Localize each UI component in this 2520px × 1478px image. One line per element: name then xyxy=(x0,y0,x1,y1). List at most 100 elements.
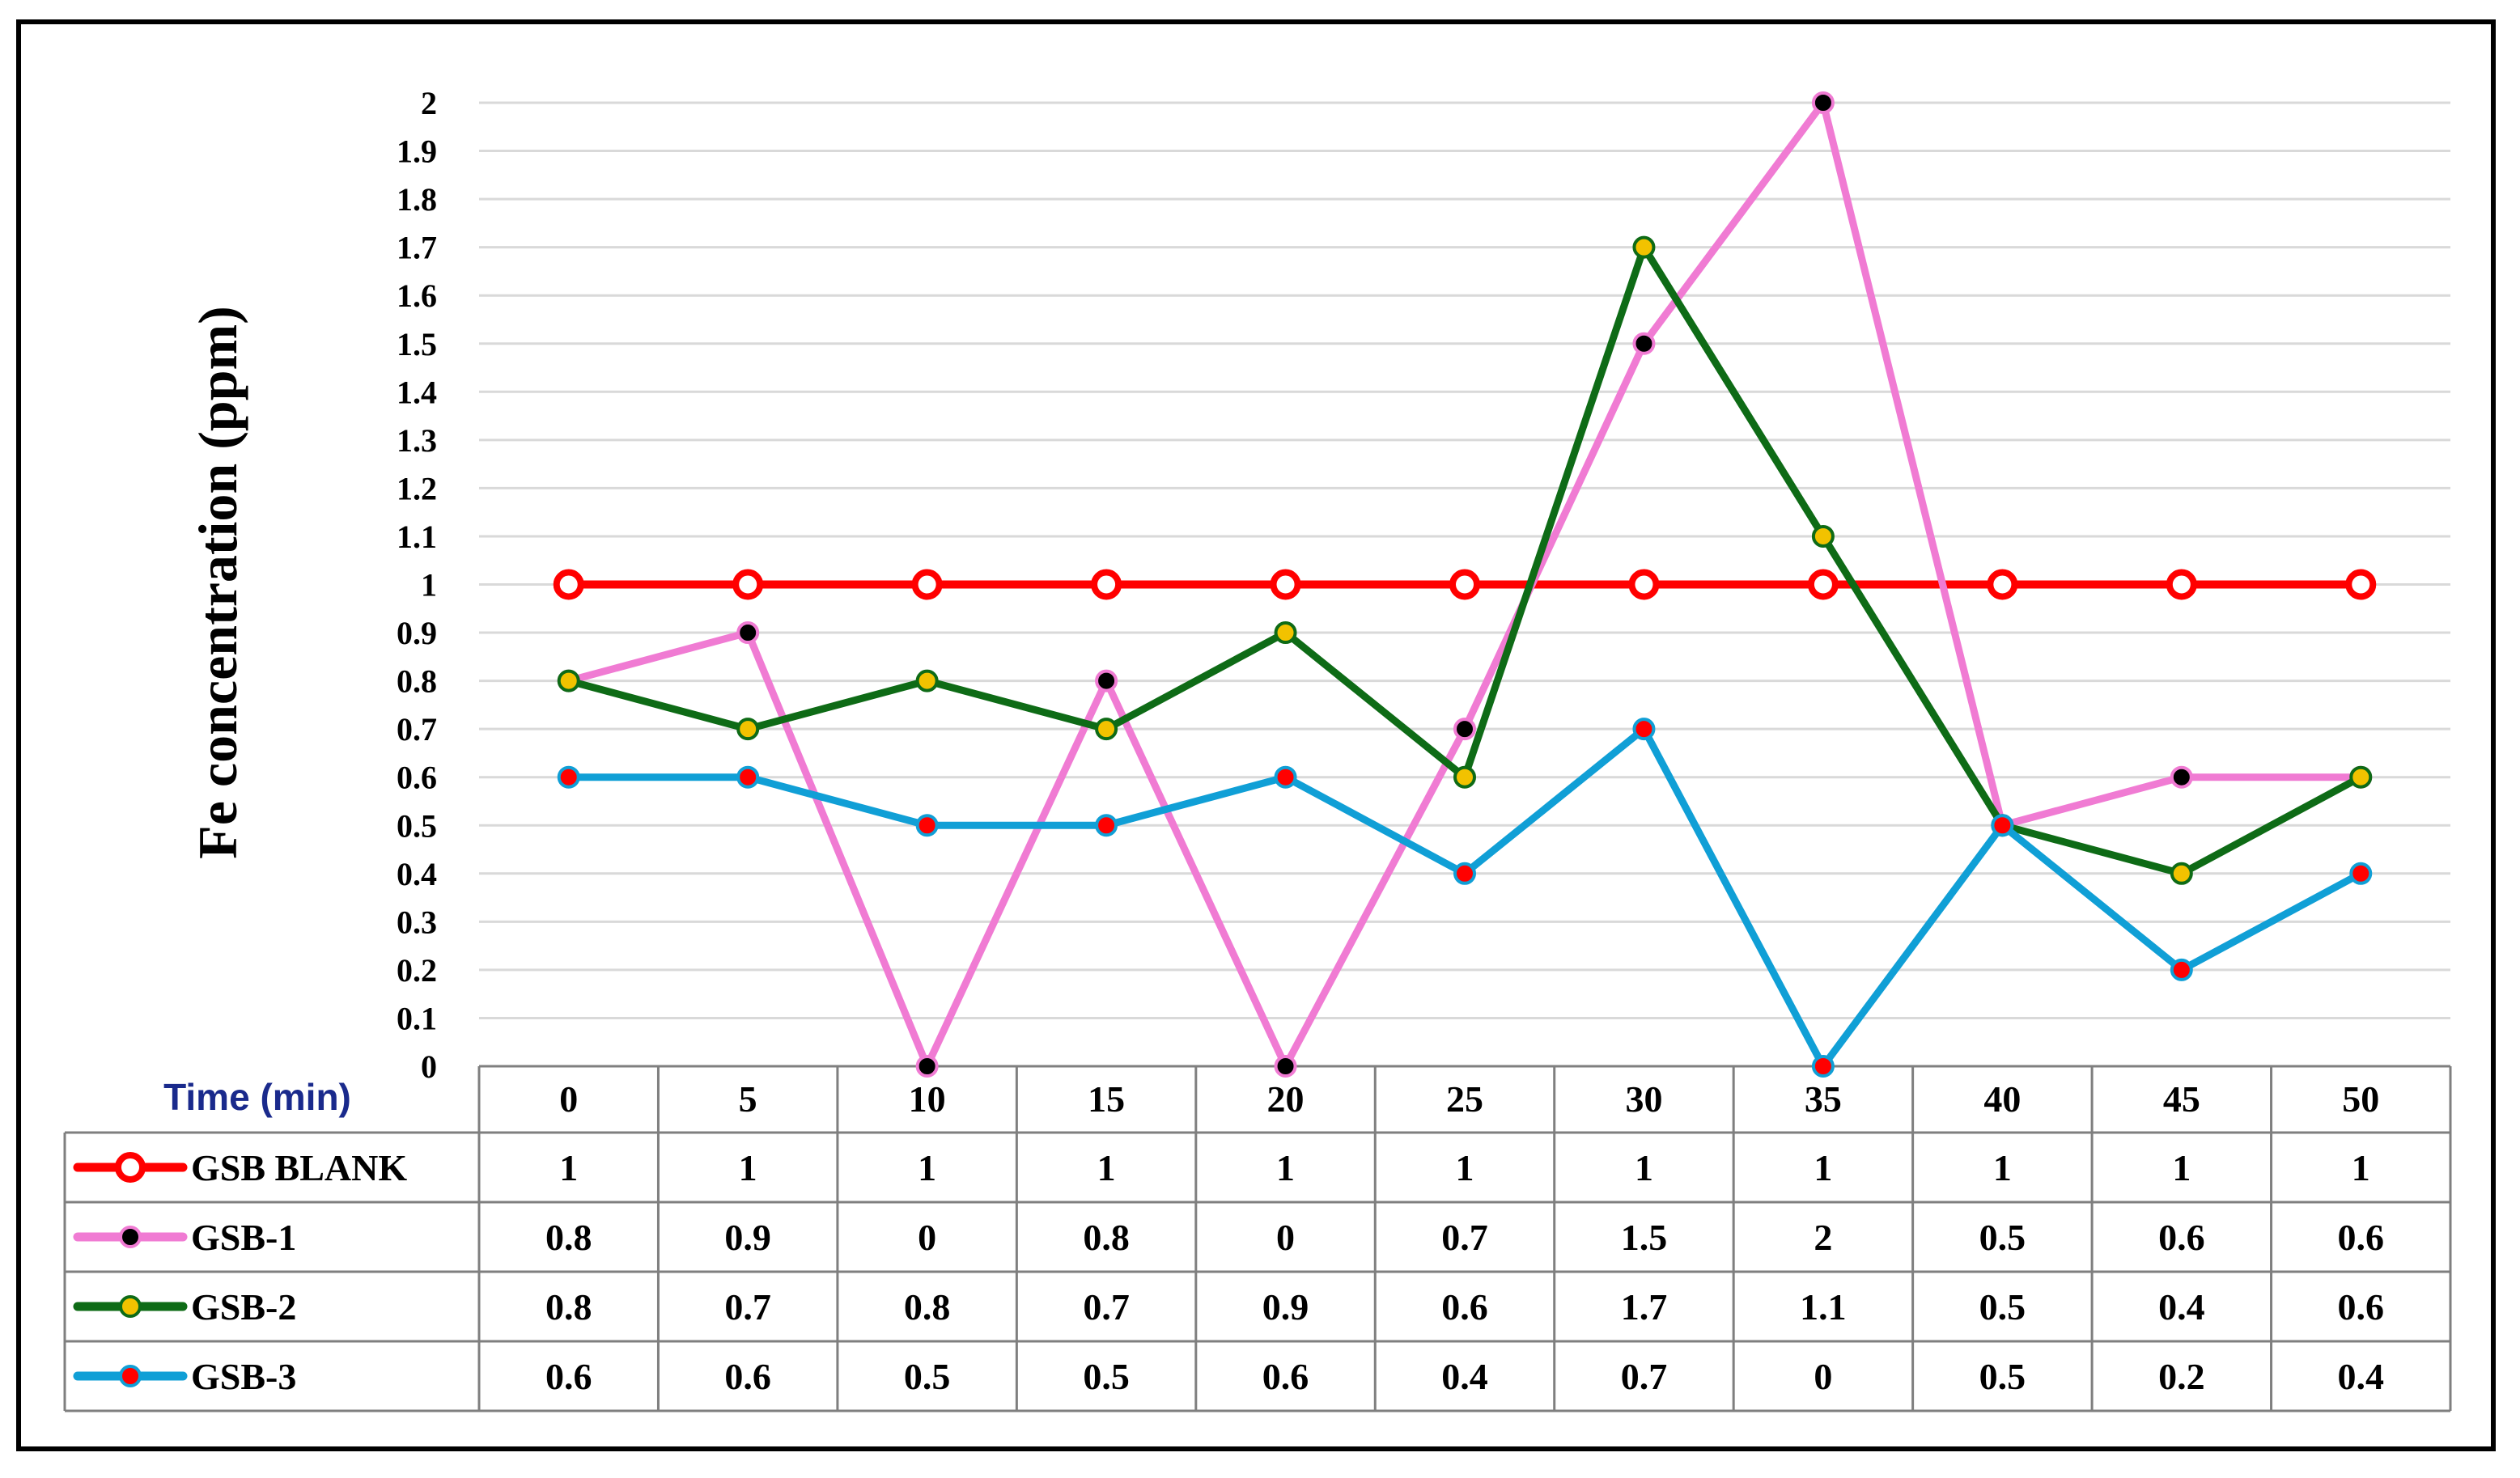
data-label: 0.4 xyxy=(2158,1286,2205,1328)
data-label: 0.9 xyxy=(1262,1286,1309,1328)
data-label: 0.7 xyxy=(1621,1356,1668,1397)
series-lines xyxy=(553,91,2377,1078)
data-point xyxy=(2166,569,2197,600)
data-label: 1 xyxy=(559,1147,578,1188)
legend-series-name: GSB-2 xyxy=(191,1286,296,1328)
x-tick-label: 15 xyxy=(1088,1078,1125,1120)
data-point xyxy=(1270,569,1301,600)
data-label: 1 xyxy=(918,1147,936,1188)
data-label: 0.4 xyxy=(2338,1356,2385,1397)
y-tick-label: 0.2 xyxy=(397,952,437,989)
y-tick-label: 1.7 xyxy=(397,230,437,266)
data-point xyxy=(1811,1055,1835,1078)
data-point xyxy=(2170,958,2193,981)
legend-marker xyxy=(119,1365,142,1387)
y-tick-label: 1.3 xyxy=(397,422,437,459)
data-label: 0 xyxy=(1276,1217,1295,1258)
data-point xyxy=(1453,718,1476,741)
data-label: 1 xyxy=(1993,1147,2012,1188)
data-point xyxy=(1449,569,1480,600)
data-point xyxy=(1632,332,1656,355)
y-tick-label: 0.8 xyxy=(397,663,437,700)
data-label: 1 xyxy=(1097,1147,1116,1188)
data-point xyxy=(1632,235,1656,259)
y-axis-label: Fe concentration (ppm) xyxy=(187,306,248,859)
data-label: 0.6 xyxy=(2158,1217,2205,1258)
data-label: 0.7 xyxy=(724,1286,771,1328)
data-point xyxy=(1095,718,1118,741)
x-tick-label: 20 xyxy=(1267,1078,1305,1120)
data-label: 0.6 xyxy=(724,1356,771,1397)
legend-marker xyxy=(119,1226,142,1248)
data-point xyxy=(1095,814,1118,837)
y-tick-label: 1 xyxy=(421,567,437,603)
x-tick-label: 25 xyxy=(1446,1078,1483,1120)
y-tick-label: 1.8 xyxy=(397,181,437,218)
data-label: 0.2 xyxy=(2158,1356,2205,1397)
y-tick-label: 2 xyxy=(421,85,437,121)
data-point xyxy=(736,765,760,789)
data-point xyxy=(557,765,580,789)
y-tick-label: 1.9 xyxy=(397,133,437,170)
y-tick-label: 0.6 xyxy=(397,760,437,796)
y-tick-label: 0.9 xyxy=(397,615,437,651)
x-tick-label: 30 xyxy=(1625,1078,1662,1120)
data-label: 0.5 xyxy=(1979,1286,2026,1328)
legend-series-name: GSB-3 xyxy=(191,1356,296,1397)
x-tick-label: 10 xyxy=(909,1078,946,1120)
data-point xyxy=(915,1055,939,1078)
data-point xyxy=(557,669,580,692)
data-label: 0.8 xyxy=(904,1286,951,1328)
data-label: 1 xyxy=(1635,1147,1653,1188)
data-label: 0.6 xyxy=(1441,1286,1488,1328)
data-point xyxy=(1274,765,1297,789)
y-axis-ticks: 0 0.1 0.2 0.3 0.4 0.5 0.6 0.7 0.8 0.9 1 1.1 1.2 1.3 1.… xyxy=(397,85,437,1085)
data-point xyxy=(1274,1055,1297,1078)
data-point xyxy=(2349,862,2373,885)
data-label: 0.9 xyxy=(724,1217,771,1258)
data-point xyxy=(1987,569,2018,600)
series-gsb-blank xyxy=(553,569,2377,600)
y-tick-label: 1.5 xyxy=(397,326,437,362)
data-point xyxy=(1632,718,1656,741)
x-tick-label: 0 xyxy=(559,1078,578,1120)
data-label: 1.5 xyxy=(1621,1217,1668,1258)
data-point xyxy=(1274,621,1297,645)
legend-series-name: GSB-1 xyxy=(191,1217,296,1258)
data-point xyxy=(736,621,760,645)
data-point xyxy=(1991,814,2014,837)
data-label: 1 xyxy=(739,1147,757,1188)
data-label: 0.7 xyxy=(1441,1217,1488,1258)
y-tick-label: 1.4 xyxy=(397,374,437,410)
chart-frame xyxy=(16,19,2496,1451)
x-tick-label: 5 xyxy=(739,1078,757,1120)
x-axis-label: Time (min) xyxy=(163,1076,351,1118)
y-tick-label: 1.1 xyxy=(397,519,437,555)
data-point xyxy=(915,669,939,692)
data-label: 1.7 xyxy=(1621,1286,1668,1328)
data-label: 0.4 xyxy=(1441,1356,1488,1397)
y-tick-label: 1.2 xyxy=(397,470,437,506)
data-label: 1 xyxy=(2352,1147,2370,1188)
data-point xyxy=(1453,862,1476,885)
data-point xyxy=(2345,569,2377,600)
data-point xyxy=(2170,862,2193,885)
data-label: 0.6 xyxy=(1262,1356,1309,1397)
data-point xyxy=(911,569,943,600)
y-tick-label: 0.5 xyxy=(397,807,437,844)
data-label: 0.8 xyxy=(1083,1217,1130,1258)
data-point xyxy=(1811,91,1835,114)
data-label: 0.6 xyxy=(2338,1217,2385,1258)
data-point xyxy=(1453,765,1476,789)
data-label: 0.5 xyxy=(1979,1217,2026,1258)
data-point xyxy=(736,718,760,741)
data-point xyxy=(1095,669,1118,692)
data-point xyxy=(915,814,939,837)
data-point xyxy=(732,569,764,600)
x-tick-label: 35 xyxy=(1805,1078,1842,1120)
data-label: 1 xyxy=(1276,1147,1295,1188)
x-tick-label: 50 xyxy=(2342,1078,2379,1120)
data-point xyxy=(1807,569,1839,600)
